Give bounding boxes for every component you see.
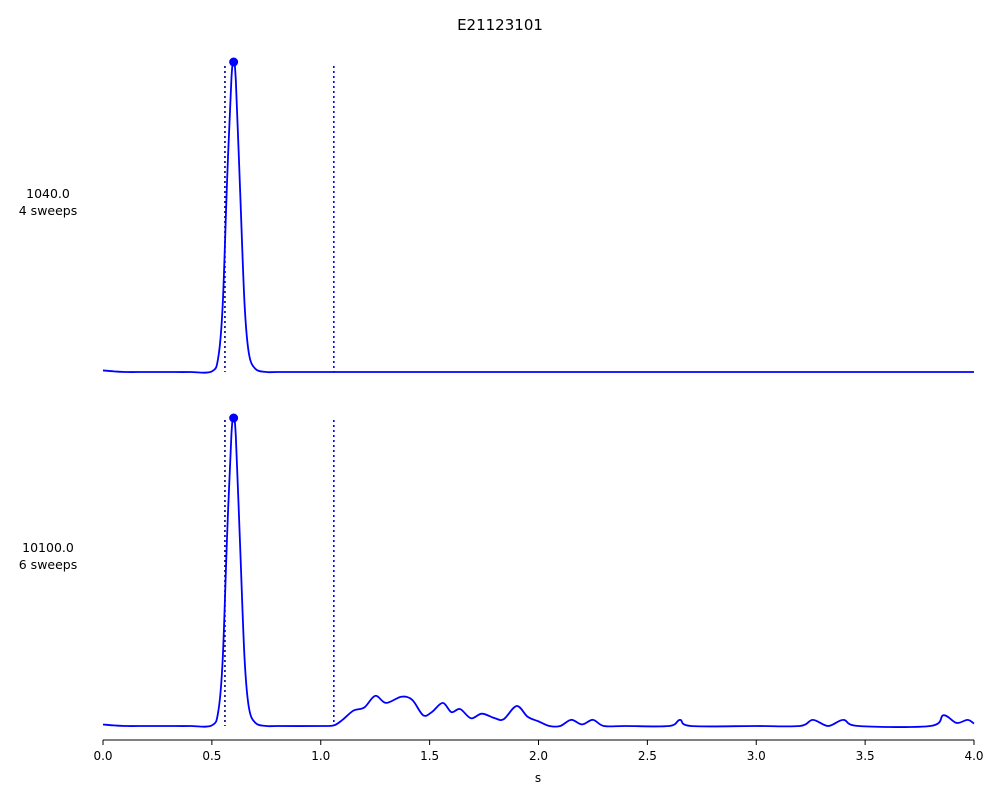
- x-tick-label-1: 0.5: [202, 749, 221, 763]
- x-tick-label-8: 4.0: [964, 749, 983, 763]
- panel-1-label-line1: 1040.0: [26, 186, 70, 201]
- x-tick-label-7: 3.5: [856, 749, 875, 763]
- panel-2-label: 10100.0 6 sweeps: [19, 540, 78, 572]
- panel-2-label-line1: 10100.0: [22, 540, 74, 555]
- x-tick-label-2: 1.0: [311, 749, 330, 763]
- panel-1-label: 1040.0 4 sweeps: [19, 186, 78, 218]
- plot-panels: [102, 57, 975, 728]
- x-axis-label: s: [535, 771, 541, 785]
- x-tick-label-6: 3.0: [747, 749, 766, 763]
- panel-1-trace: [102, 60, 974, 374]
- panel-1-peak-marker: [229, 57, 239, 67]
- panel-2-trace: [102, 416, 975, 728]
- x-axis-ticks: 0.0 0.5 1.0 1.5 2.0 2.5 3.0 3.5 4.0: [93, 740, 984, 763]
- panel-2: [102, 413, 975, 728]
- x-tick-label-4: 2.0: [529, 749, 548, 763]
- x-tick-label-0: 0.0: [93, 749, 112, 763]
- panel-2-peak-marker: [229, 413, 239, 423]
- x-tick-label-5: 2.5: [638, 749, 657, 763]
- chart-title: E21123101: [457, 16, 543, 34]
- panel-2-label-line2: 6 sweeps: [19, 557, 78, 572]
- x-tick-label-3: 1.5: [420, 749, 439, 763]
- panel-1: [102, 57, 974, 374]
- panel-1-label-line2: 4 sweeps: [19, 203, 78, 218]
